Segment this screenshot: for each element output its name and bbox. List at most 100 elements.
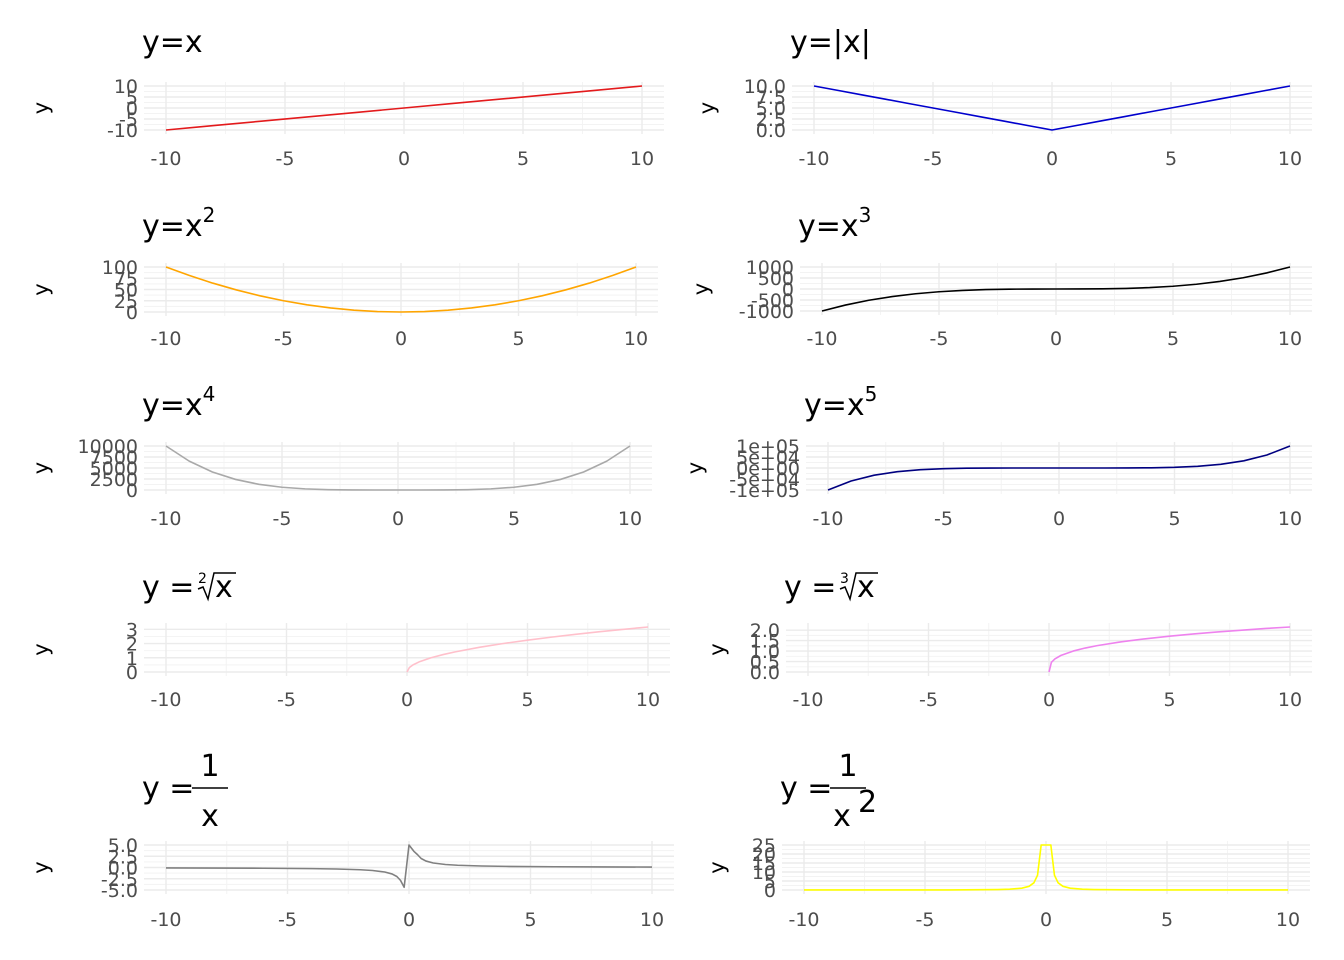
- chart-title-text: y=x: [142, 25, 203, 60]
- x-tick-label: 0: [403, 909, 415, 931]
- x-tick-label: -10: [150, 689, 181, 711]
- x-tick-label: 0: [1043, 689, 1055, 711]
- y-tick-label: 0.0: [756, 120, 786, 142]
- y-tick-label: 10000: [78, 436, 138, 458]
- x-tick-label: 0: [395, 328, 407, 350]
- x-tick-label: 0: [401, 689, 413, 711]
- series-line: [1048, 626, 1291, 673]
- y-tick-label: 20: [752, 844, 776, 866]
- series-line: [165, 844, 653, 889]
- x-tick-label: -5: [278, 909, 297, 931]
- x-tick-label: 10: [636, 689, 660, 711]
- series-line: [165, 445, 631, 491]
- x-tick-label: 0: [392, 508, 404, 530]
- y-tick-label: 2.0: [750, 620, 780, 642]
- x-tick-label: 5: [524, 909, 536, 931]
- x-tick-label: 5: [517, 148, 529, 170]
- chart-title: y=x2: [142, 203, 215, 244]
- y-tick-label: 0.0: [108, 858, 138, 880]
- title-exponent: 2: [203, 203, 216, 227]
- y-tick-label: 50: [114, 280, 138, 302]
- x-tick-label: 10: [1278, 148, 1302, 170]
- series-line: [821, 266, 1291, 312]
- chart-title-text: y =: [142, 771, 194, 806]
- y-tick-label: 5.0: [756, 98, 786, 120]
- title-exponent: 5: [865, 382, 878, 406]
- chart-title-text: y=x4: [142, 382, 215, 423]
- title-radicand: x: [215, 570, 233, 605]
- y-tick-label: -5.0: [101, 880, 138, 902]
- y-tick-label: 25: [114, 291, 138, 313]
- y-tick-label: 1e+05: [736, 436, 800, 458]
- x-tick-label: 10: [1278, 689, 1302, 711]
- x-tick-label: -5: [934, 508, 953, 530]
- y-tick-label: -5e+04: [729, 469, 800, 491]
- y-tick-label: 0: [126, 302, 138, 324]
- title-denominator: x: [833, 799, 851, 834]
- x-tick-label: -5: [273, 508, 292, 530]
- y-axis-label: y: [705, 861, 729, 873]
- y-axis-label: y: [705, 643, 729, 655]
- title-denominator: x: [201, 799, 219, 834]
- chart-panel-9: -10 -5 0 5 10 -5.0-2.50.02.55.0 y y = 1 x: [29, 749, 674, 931]
- chart-title-text: y=x2: [142, 203, 215, 244]
- x-tick-label: -10: [798, 148, 829, 170]
- series-line: [165, 85, 643, 131]
- chart-title: y=x5: [804, 382, 877, 423]
- series-line: [827, 445, 1291, 491]
- x-tick-label: 0: [1050, 328, 1062, 350]
- y-tick-label: -2.5: [101, 869, 138, 891]
- y-tick-label: 15: [752, 853, 776, 875]
- y-tick-label: 2500: [90, 469, 138, 491]
- y-tick-label: 1.5: [750, 631, 780, 653]
- x-tick-label: -10: [812, 508, 843, 530]
- x-tick-label: 10: [1278, 508, 1302, 530]
- title-radicand: x: [857, 570, 875, 605]
- x-tick-label: 5: [1167, 328, 1179, 350]
- y-tick-label: 0: [126, 662, 138, 684]
- y-tick-label: 1000: [746, 257, 794, 279]
- y-tick-label: 5e+04: [736, 447, 800, 469]
- y-tick-label: 0.5: [750, 652, 780, 674]
- chart-title: y=x4: [142, 382, 215, 423]
- x-tick-label: -5: [919, 689, 938, 711]
- y-axis-label: y: [29, 861, 53, 873]
- title-denominator-exponent: 2: [858, 785, 877, 820]
- y-tick-label: 0.0: [750, 662, 780, 684]
- chart-title-text: y =: [142, 570, 194, 605]
- y-tick-label: 500: [758, 268, 794, 290]
- x-tick-label: -10: [788, 909, 819, 931]
- y-tick-label: 2.5: [756, 109, 786, 131]
- y-tick-label: 5000: [90, 458, 138, 480]
- chart-title: y=x3: [798, 203, 871, 244]
- chart-panel-2: -10 -5 0 5 10 0.02.55.07.510.0 y y=|x|: [695, 25, 1312, 170]
- chart-title-text: y =: [784, 570, 836, 605]
- title-exponent: 3: [859, 203, 872, 227]
- x-tick-label: 10: [624, 328, 648, 350]
- y-tick-label: 7500: [90, 447, 138, 469]
- x-tick-label: 5: [1161, 909, 1173, 931]
- x-tick-label: -10: [150, 909, 181, 931]
- y-tick-label: 0e+00: [736, 458, 800, 480]
- x-tick-label: -5: [274, 328, 293, 350]
- x-tick-label: -10: [792, 689, 823, 711]
- y-tick-label: 0: [126, 98, 138, 120]
- x-tick-label: -10: [150, 328, 181, 350]
- chart-title: y = 1 x 2: [780, 749, 877, 834]
- y-tick-label: -500: [751, 290, 794, 312]
- y-tick-label: 5: [764, 871, 776, 893]
- y-axis-label: y: [695, 102, 719, 114]
- chart-title: y=x: [142, 25, 203, 60]
- title-numerator: 1: [200, 749, 219, 784]
- chart-title: y = 1 x: [142, 749, 228, 834]
- y-axis-label: y: [689, 283, 713, 295]
- y-tick-label: -1e+05: [729, 480, 800, 502]
- y-tick-label: 1.0: [750, 641, 780, 663]
